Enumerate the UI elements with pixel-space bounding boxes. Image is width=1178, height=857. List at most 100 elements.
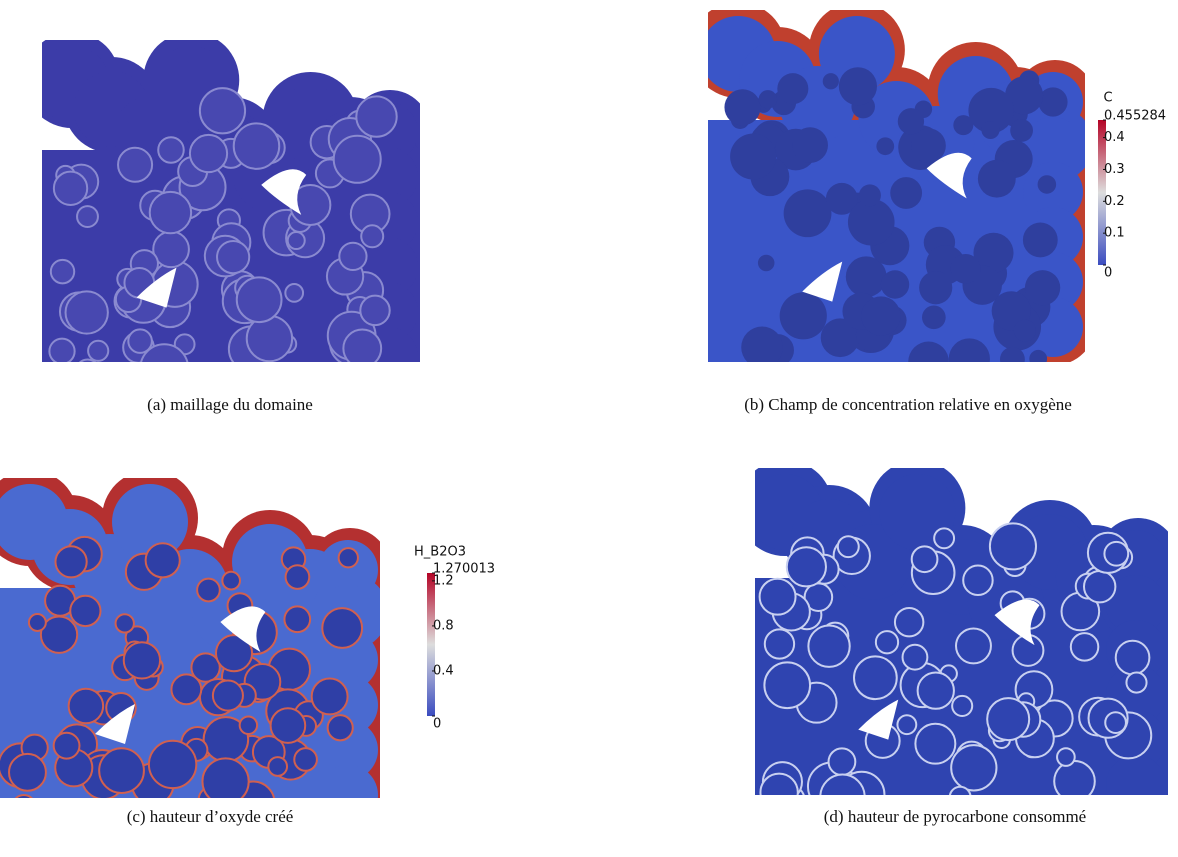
domain-blob [112,484,188,560]
pore [994,599,1040,646]
fiber [893,606,925,638]
fiber [27,613,47,632]
fiber [777,73,809,105]
fiber [338,241,368,272]
fiber [1056,747,1076,767]
fiber [973,232,1014,273]
fiber [876,137,895,156]
caption: (c) hauteur d’oxyde créé [127,807,294,826]
fiber [1013,319,1036,342]
fiber [342,328,383,362]
fiber [981,120,1000,140]
fiber [950,253,981,284]
fiber [916,671,955,710]
fiber [78,358,97,362]
colorbar-tick-label: 0.1 [1104,226,1125,241]
colorbar-tick-label: 1.2 [433,573,454,588]
fiber [326,714,354,742]
fiber [196,577,221,603]
fiber [897,108,925,135]
fiber [286,231,306,251]
fiber [785,546,827,588]
fiber [836,535,860,559]
fiber [1103,540,1130,567]
fiber [1104,711,1127,734]
fiber [216,240,251,275]
fiber [1005,76,1044,115]
fiber [757,254,775,272]
fiber [988,522,1037,571]
fiber [933,527,956,550]
fiber [986,697,1031,742]
fiber [67,687,105,725]
fiber [741,326,783,362]
fiber [69,594,102,628]
fiber [962,564,994,597]
fiber [64,290,109,335]
fiber [188,133,229,174]
fiber [825,182,858,215]
fiber [968,87,1014,134]
domain-blob [818,16,895,92]
caption: (a) maillage du domaine [147,395,313,414]
fiber [724,89,761,126]
domain-blob [318,765,378,798]
panel-body [708,10,1085,362]
fiber [52,731,81,760]
caption: (b) Champ de concentration relative en o… [744,395,1072,414]
colorbar-tick-label: 1.270013 [433,562,495,577]
fiber [284,283,305,303]
fiber [1082,569,1117,604]
fiber [922,305,946,330]
fiber [201,757,250,798]
panel-image [708,10,1085,362]
fiber [819,773,866,795]
fiber [147,739,198,790]
fiber [54,545,88,579]
fiber [245,314,294,362]
fiber [911,128,946,163]
fiber [951,694,974,717]
panel-image [0,478,380,798]
fiber [98,747,145,794]
fiber [157,136,185,164]
fiber [901,643,929,671]
fiber [1053,760,1096,795]
fiber [148,190,193,235]
fiber [861,296,901,336]
fiber [977,159,1016,198]
colorbar [1098,120,1106,265]
fiber [267,756,289,777]
fiber [198,87,247,135]
fiber [190,652,221,683]
fiber [1114,639,1151,676]
fiber [1037,175,1057,194]
fiber [332,134,382,184]
fiber [763,628,796,660]
fiber [52,170,89,206]
fiber [1038,87,1068,117]
fiber [122,641,162,680]
caption: (d) hauteur de pyrocarbone consommé [824,807,1086,826]
fiber [144,542,181,579]
fiber [235,276,283,324]
colorbar-tick-label: 0.8 [433,618,454,633]
fiber [49,258,76,285]
fiber [337,547,359,569]
fiber [779,292,827,340]
colorbar-tick-label: 0 [1104,266,1112,281]
domain-blob [1106,755,1166,795]
colorbar-tick-label: 0.2 [1104,194,1125,209]
fiber [820,318,860,358]
fiber [763,661,812,710]
fiber [730,133,777,180]
domain-blob [318,540,378,600]
fiber [214,634,254,673]
fiber [8,752,47,792]
colorbar-tick-label: 0.4 [433,663,454,678]
fiber [127,328,153,354]
colorbar-title: H_B2O3 [414,545,466,560]
fiber [914,722,957,765]
fiber [880,270,910,299]
